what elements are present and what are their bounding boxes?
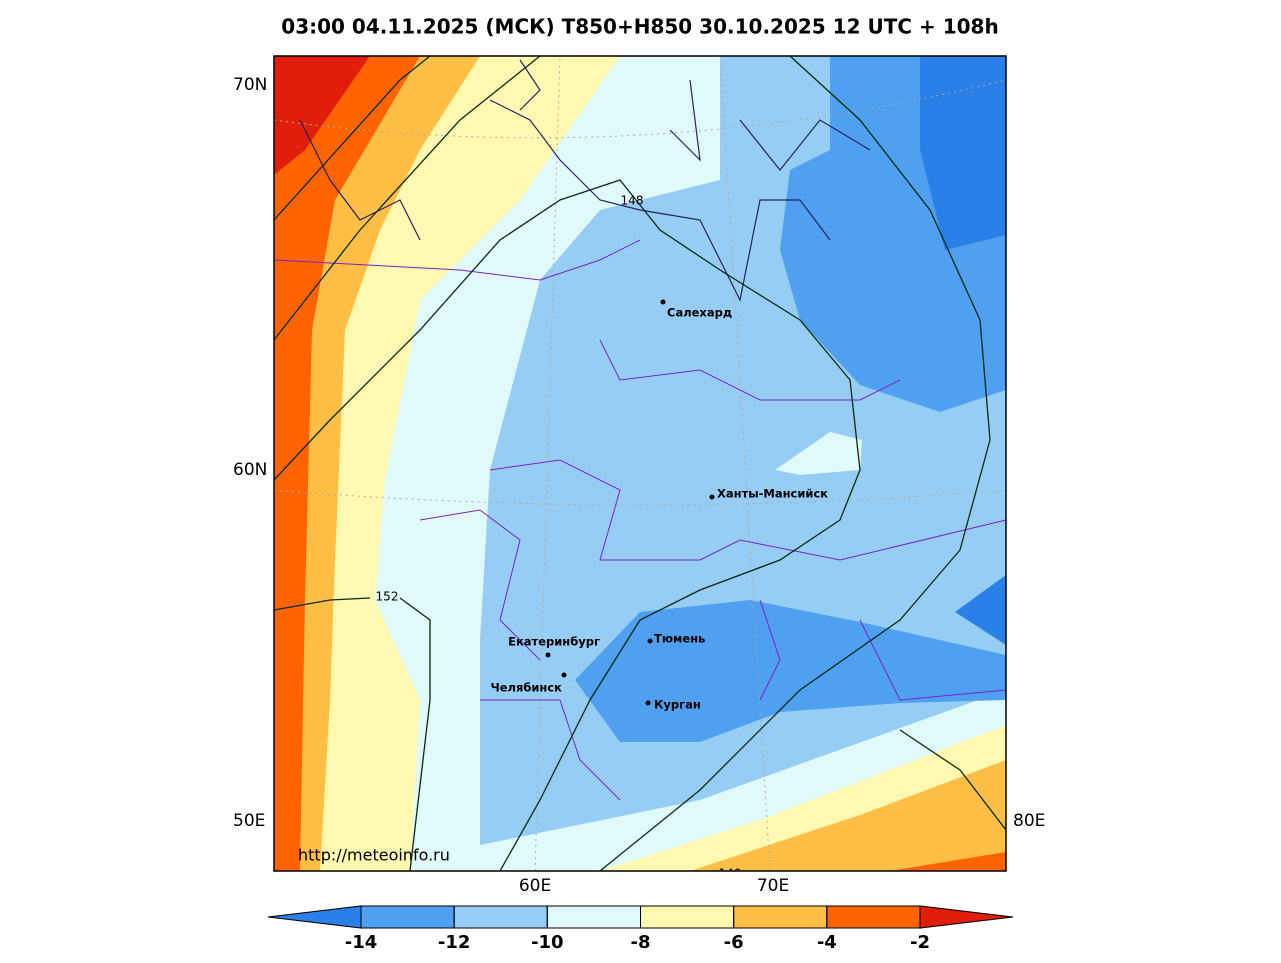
colorbar-tick-label: -6 [724, 932, 744, 953]
city-label: Тюмень [654, 632, 705, 646]
colorbar-tick-label: -12 [438, 932, 471, 953]
lat-label: 70N [233, 75, 267, 95]
city-label: Салехард [667, 306, 732, 320]
colorbar-extend-high [919, 905, 1014, 929]
colorbar-tick-label: -14 [345, 932, 378, 953]
lon-label: 80E [1013, 811, 1045, 831]
city-dot [561, 672, 567, 678]
city-label: Ханты-Мансийск [717, 487, 828, 501]
city-label: Екатеринбург [508, 635, 600, 649]
contour-label: 152 [376, 590, 399, 604]
lon-label: 50E [233, 811, 265, 831]
colorbar-segment [453, 905, 548, 929]
lat-label: 60N [233, 460, 267, 480]
city-dot [709, 494, 715, 500]
colorbar: -14 -12 -10 -8 -6 -4 -2 [267, 905, 1014, 953]
colorbar-tick-label: -8 [631, 932, 651, 953]
city-dot [660, 299, 666, 305]
cities: Салехард Ханты-Мансийск Екатеринбург Тюм… [490, 299, 828, 712]
contour-label: 140 [719, 867, 742, 881]
colorbar-tick-label: -4 [817, 932, 837, 953]
colorbar-tick-label: -10 [531, 932, 564, 953]
colorbar-extend-low [267, 905, 362, 929]
temperature-field: 148 152 140 http://meteoinfo.ru [274, 56, 1006, 881]
colorbar-tick-label: -2 [910, 932, 930, 953]
contour-label: 148 [621, 194, 644, 208]
city-dot [645, 700, 651, 706]
lon-label: 60E [519, 876, 551, 896]
map-frame [273, 55, 1007, 872]
colorbar-segment [360, 905, 455, 929]
city-dot [545, 652, 551, 658]
city-label: Курган [654, 698, 701, 712]
colorbar-segment [546, 905, 641, 929]
credit: http://meteoinfo.ru [298, 846, 450, 865]
colorbar-segment [640, 905, 735, 929]
lon-label: 70E [757, 876, 789, 896]
city-label: Челябинск [490, 681, 562, 695]
title: 03:00 04.11.2025 (МСК) T850+H850 30.10.2… [281, 15, 998, 39]
city-dot [647, 638, 653, 644]
colorbar-segment [733, 905, 828, 929]
colorbar-segment [826, 905, 921, 929]
